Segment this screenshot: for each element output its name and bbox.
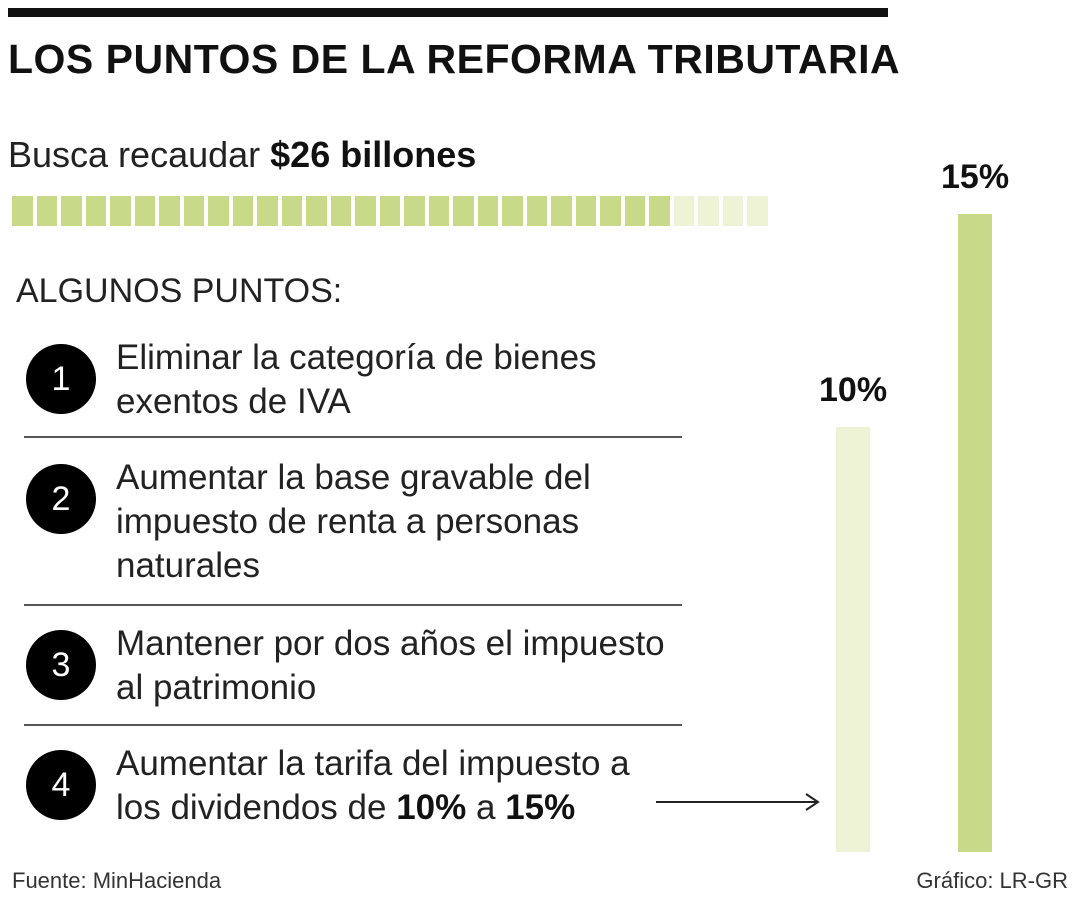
progress-segment-filled (306, 196, 327, 226)
arrow-right-icon (656, 793, 820, 811)
point-text-prefix: los dividendos de (116, 788, 397, 827)
point-text-line: Eliminar la categoría de bienes (116, 338, 597, 377)
page-title: LOS PUNTOS DE LA REFORMA TRIBUTARIA (8, 36, 901, 82)
subtitle-prefix: Busca recaudar (8, 134, 271, 175)
progress-segment-empty (747, 196, 768, 226)
section-heading: ALGUNOS PUNTOS: (16, 272, 343, 310)
progress-segment-filled (575, 196, 596, 226)
progress-segment-filled (12, 196, 33, 226)
point-text-line: impuesto de renta a personas (116, 502, 580, 541)
source-note: Fuente: MinHacienda (12, 868, 222, 893)
progress-segment-filled (477, 196, 498, 226)
progress-segment-filled (649, 196, 670, 226)
point-number: 4 (26, 750, 96, 820)
divider (24, 604, 682, 606)
progress-segment-filled (208, 196, 229, 226)
progress-segment-filled (281, 196, 302, 226)
dividend-rate-from: 10% (396, 788, 467, 827)
progress-segment-empty (698, 196, 719, 226)
point-number: 3 (26, 630, 96, 700)
progress-segment-filled (61, 196, 82, 226)
point-text: Mantener por dos años el impuesto al pat… (116, 622, 756, 710)
chart-bar (958, 214, 992, 852)
dividend-rate-to: 15% (505, 788, 576, 827)
chart-bar (836, 426, 870, 852)
progress-segment-filled (257, 196, 278, 226)
progress-segment-filled (134, 196, 155, 226)
subtitle-amount: $26 billones (270, 134, 477, 175)
point-text-line: Aumentar la base gravable del (116, 458, 591, 497)
progress-segment-filled (502, 196, 523, 226)
divider (24, 724, 682, 726)
point-text: Aumentar la tarifa del impuesto a los di… (116, 742, 756, 830)
progress-segment-filled (159, 196, 180, 226)
progress-segment-filled (428, 196, 449, 226)
point-text-line: los dividendos de 10% a 15% (116, 786, 756, 830)
point-text-connector: a (466, 788, 506, 827)
point-text-line: Aumentar la tarifa del impuesto a (116, 744, 630, 783)
credit-note: Gráfico: LR-GR (916, 868, 1068, 893)
progress-segment-filled (453, 196, 474, 226)
progress-segment-filled (183, 196, 204, 226)
progress-segment-filled (551, 196, 572, 226)
progress-segment-filled (526, 196, 547, 226)
progress-segment-filled (600, 196, 621, 226)
subtitle: Busca recaudar $26 billones (8, 134, 476, 176)
progress-segment-filled (330, 196, 351, 226)
progress-segment-empty (673, 196, 694, 226)
chart-data-label: 10% (819, 370, 888, 409)
progress-segment-filled (85, 196, 106, 226)
point-text-line: al patrimonio (116, 668, 317, 707)
point-text-line: exentos de IVA (116, 382, 351, 421)
collection-progress-bar (12, 196, 768, 226)
chart-data-label: 15% (941, 158, 1010, 196)
point-number: 2 (26, 464, 96, 534)
progress-segment-filled (404, 196, 425, 226)
progress-segment-filled (110, 196, 131, 226)
point-text: Eliminar la categoría de bienes exentos … (116, 336, 756, 424)
progress-segment-filled (355, 196, 376, 226)
point-text: Aumentar la base gravable del impuesto d… (116, 456, 756, 588)
point-number: 1 (26, 344, 96, 414)
progress-segment-filled (624, 196, 645, 226)
top-rule (8, 8, 888, 17)
progress-segment-filled (379, 196, 400, 226)
progress-segment-filled (232, 196, 253, 226)
progress-segment-empty (722, 196, 743, 226)
progress-segment-filled (36, 196, 57, 226)
divider (24, 436, 682, 438)
point-text-line: naturales (116, 546, 260, 585)
point-text-line: Mantener por dos años el impuesto (116, 624, 665, 663)
